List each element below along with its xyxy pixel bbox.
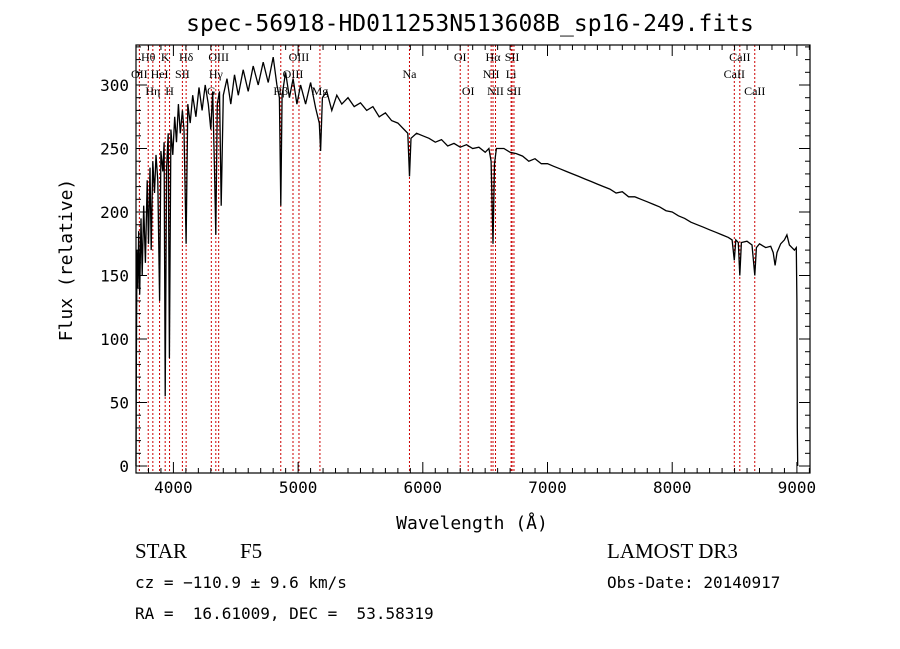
object-type: STAR xyxy=(135,539,187,563)
chart-title: spec-56918-HD011253N513608B_sp16-249.fit… xyxy=(186,11,754,37)
spectral-line-label: OIII xyxy=(283,67,304,81)
spectral-line-label: Hη xyxy=(145,84,160,98)
x-tick-label: 4000 xyxy=(154,478,193,497)
spectral-line-label: Hα xyxy=(486,50,502,64)
observation-date: Obs-Date: 20140917 xyxy=(607,573,781,592)
spectral-line-label: G xyxy=(207,84,216,98)
spectral-lines xyxy=(138,45,756,473)
spectral-line-label: OI xyxy=(462,84,475,98)
spectral-line-label: Na xyxy=(402,67,417,81)
y-tick-label: 100 xyxy=(100,330,129,349)
x-tick-label: 5000 xyxy=(279,478,318,497)
x-axis-label: Wavelength (Å) xyxy=(396,512,548,534)
spectral-line-label: CaII xyxy=(729,50,750,64)
y-tick-label: 250 xyxy=(100,140,129,159)
y-tick-label: 50 xyxy=(110,394,129,413)
coordinates: RA = 16.61009, DEC = 53.58319 xyxy=(135,604,434,623)
axis-ticks: 4000 5000 6000 7000 8000 9000 0 50 100 150 200 250 3… xyxy=(100,45,816,497)
spectral-line-label: OII xyxy=(131,67,148,81)
y-tick-label: 150 xyxy=(100,267,129,286)
spectral-line-label: SII xyxy=(507,84,522,98)
spectral-line-label: NII xyxy=(483,67,500,81)
redshift-velocity: cz = −110.9 ± 9.6 km/s xyxy=(135,573,347,592)
spectral-line-label: HeI xyxy=(151,67,169,81)
x-tick-label: 7000 xyxy=(528,478,567,497)
spectral-line-label: K xyxy=(161,50,170,64)
spectral-line-label: CaII xyxy=(724,67,745,81)
y-tick-label: 0 xyxy=(119,457,129,476)
x-tick-label: 8000 xyxy=(653,478,692,497)
spectral-line-label: SII xyxy=(175,67,190,81)
y-tick-label: 300 xyxy=(100,76,129,95)
spectral-line-label: Hγ xyxy=(209,67,224,81)
spectral-line-labels: OIIHθHηHeIKHSIIHδGHγOIIIHβOIIIOIIIMgNaOI… xyxy=(131,50,765,98)
spectral-line-label: Mg xyxy=(312,84,329,98)
spectral-line-label: Hδ xyxy=(179,50,194,64)
object-subclass: F5 xyxy=(240,539,263,563)
y-axis-label: Flux (relative) xyxy=(56,179,77,342)
plot-frame xyxy=(135,44,811,474)
spectrum-line xyxy=(135,56,799,467)
spectral-line-label: OIII xyxy=(289,50,310,64)
spectral-line-label: NII xyxy=(487,84,504,98)
spectral-line-label: SII xyxy=(505,50,520,64)
spectral-line-label: Hθ xyxy=(141,50,156,64)
x-tick-label: 9000 xyxy=(778,478,817,497)
spectral-line-label: CaII xyxy=(744,84,765,98)
y-tick-label: 200 xyxy=(100,203,129,222)
survey-name: LAMOST DR3 xyxy=(607,539,738,563)
spectral-line-label: OI xyxy=(454,50,467,64)
spectrum-series xyxy=(135,56,799,467)
spectral-line-label: Li xyxy=(506,67,517,81)
spectral-line-label: OIII xyxy=(208,50,229,64)
spectral-line-label: H xyxy=(165,84,174,98)
x-tick-label: 6000 xyxy=(404,478,443,497)
spectral-line-label: Hβ xyxy=(273,84,288,98)
